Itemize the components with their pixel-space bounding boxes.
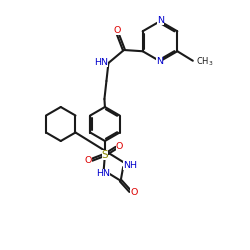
Text: NH: NH (123, 161, 137, 170)
Text: HN: HN (94, 58, 108, 67)
Text: O: O (130, 188, 138, 197)
Text: HN: HN (96, 169, 110, 178)
Text: O: O (114, 26, 121, 35)
Text: N: N (156, 57, 163, 66)
Text: S: S (102, 150, 108, 160)
Text: O: O (116, 142, 123, 151)
Text: N: N (157, 16, 164, 25)
Text: O: O (84, 156, 92, 165)
Text: CH$_3$: CH$_3$ (196, 56, 214, 68)
